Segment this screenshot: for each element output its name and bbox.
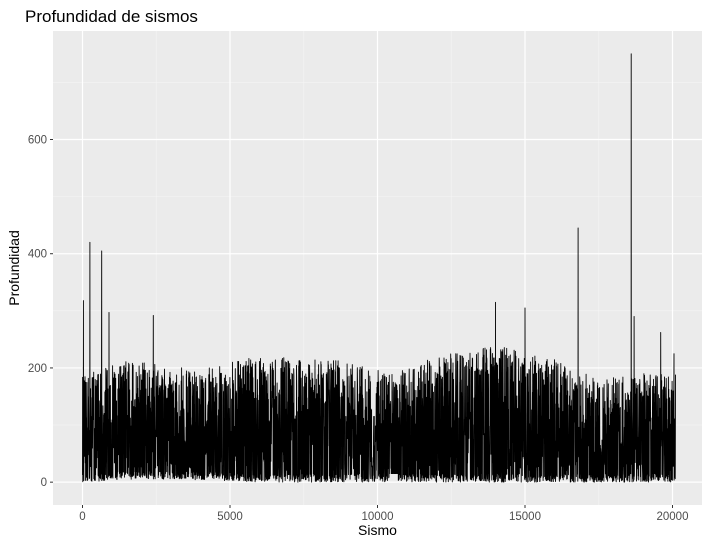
x-tick-label: 5000 [217,511,243,523]
y-axis-title: Profundidad [6,230,22,306]
chart-title: Profundidad de sismos [25,7,198,26]
x-axis: 0 5000 10000 15000 20000 [79,505,688,523]
series-line [82,53,676,483]
series-depth [82,53,676,483]
x-tick-label: 10000 [362,511,394,523]
x-tick-label: 15000 [509,511,541,523]
y-tick-label: 600 [28,135,47,147]
y-tick-label: 0 [41,477,47,489]
x-axis-title: Sismo [358,522,397,538]
y-axis: 0 200 400 600 [28,135,53,489]
y-tick-label: 400 [28,249,47,261]
y-tick-label: 200 [28,363,47,375]
x-tick-label: 0 [79,511,85,523]
x-tick-label: 20000 [657,511,689,523]
